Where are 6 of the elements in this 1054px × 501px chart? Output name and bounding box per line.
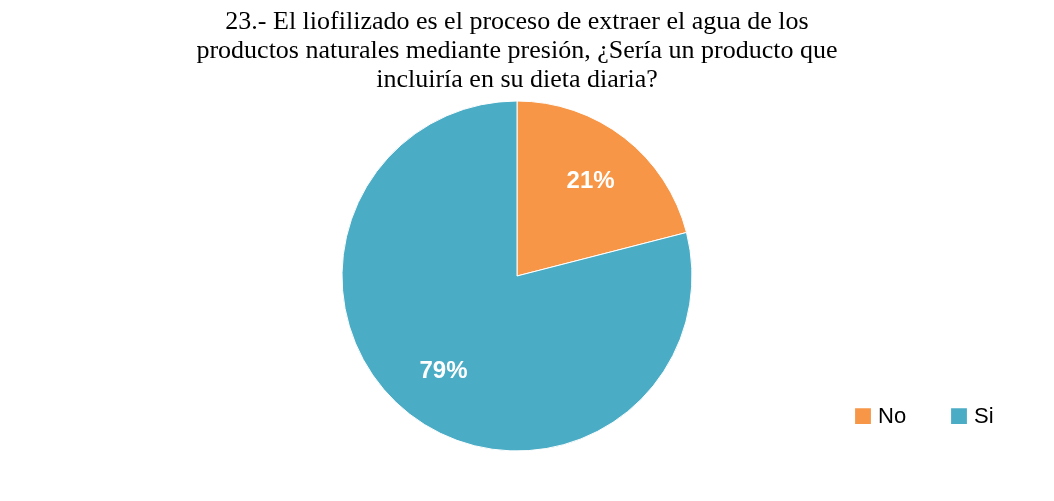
- data-label: 21%: [566, 166, 615, 194]
- pie-slice: [341, 100, 693, 452]
- legend-label: No: [878, 403, 907, 429]
- chart-title: 23.- El liofilizado es el proceso de extraer el agua de los productos naturales mediante presión, ¿Sería un producto que incluiría en su dieta diaria?: [196, 6, 838, 93]
- legend-label: Si: [974, 403, 994, 429]
- data-label: 79%: [419, 355, 468, 383]
